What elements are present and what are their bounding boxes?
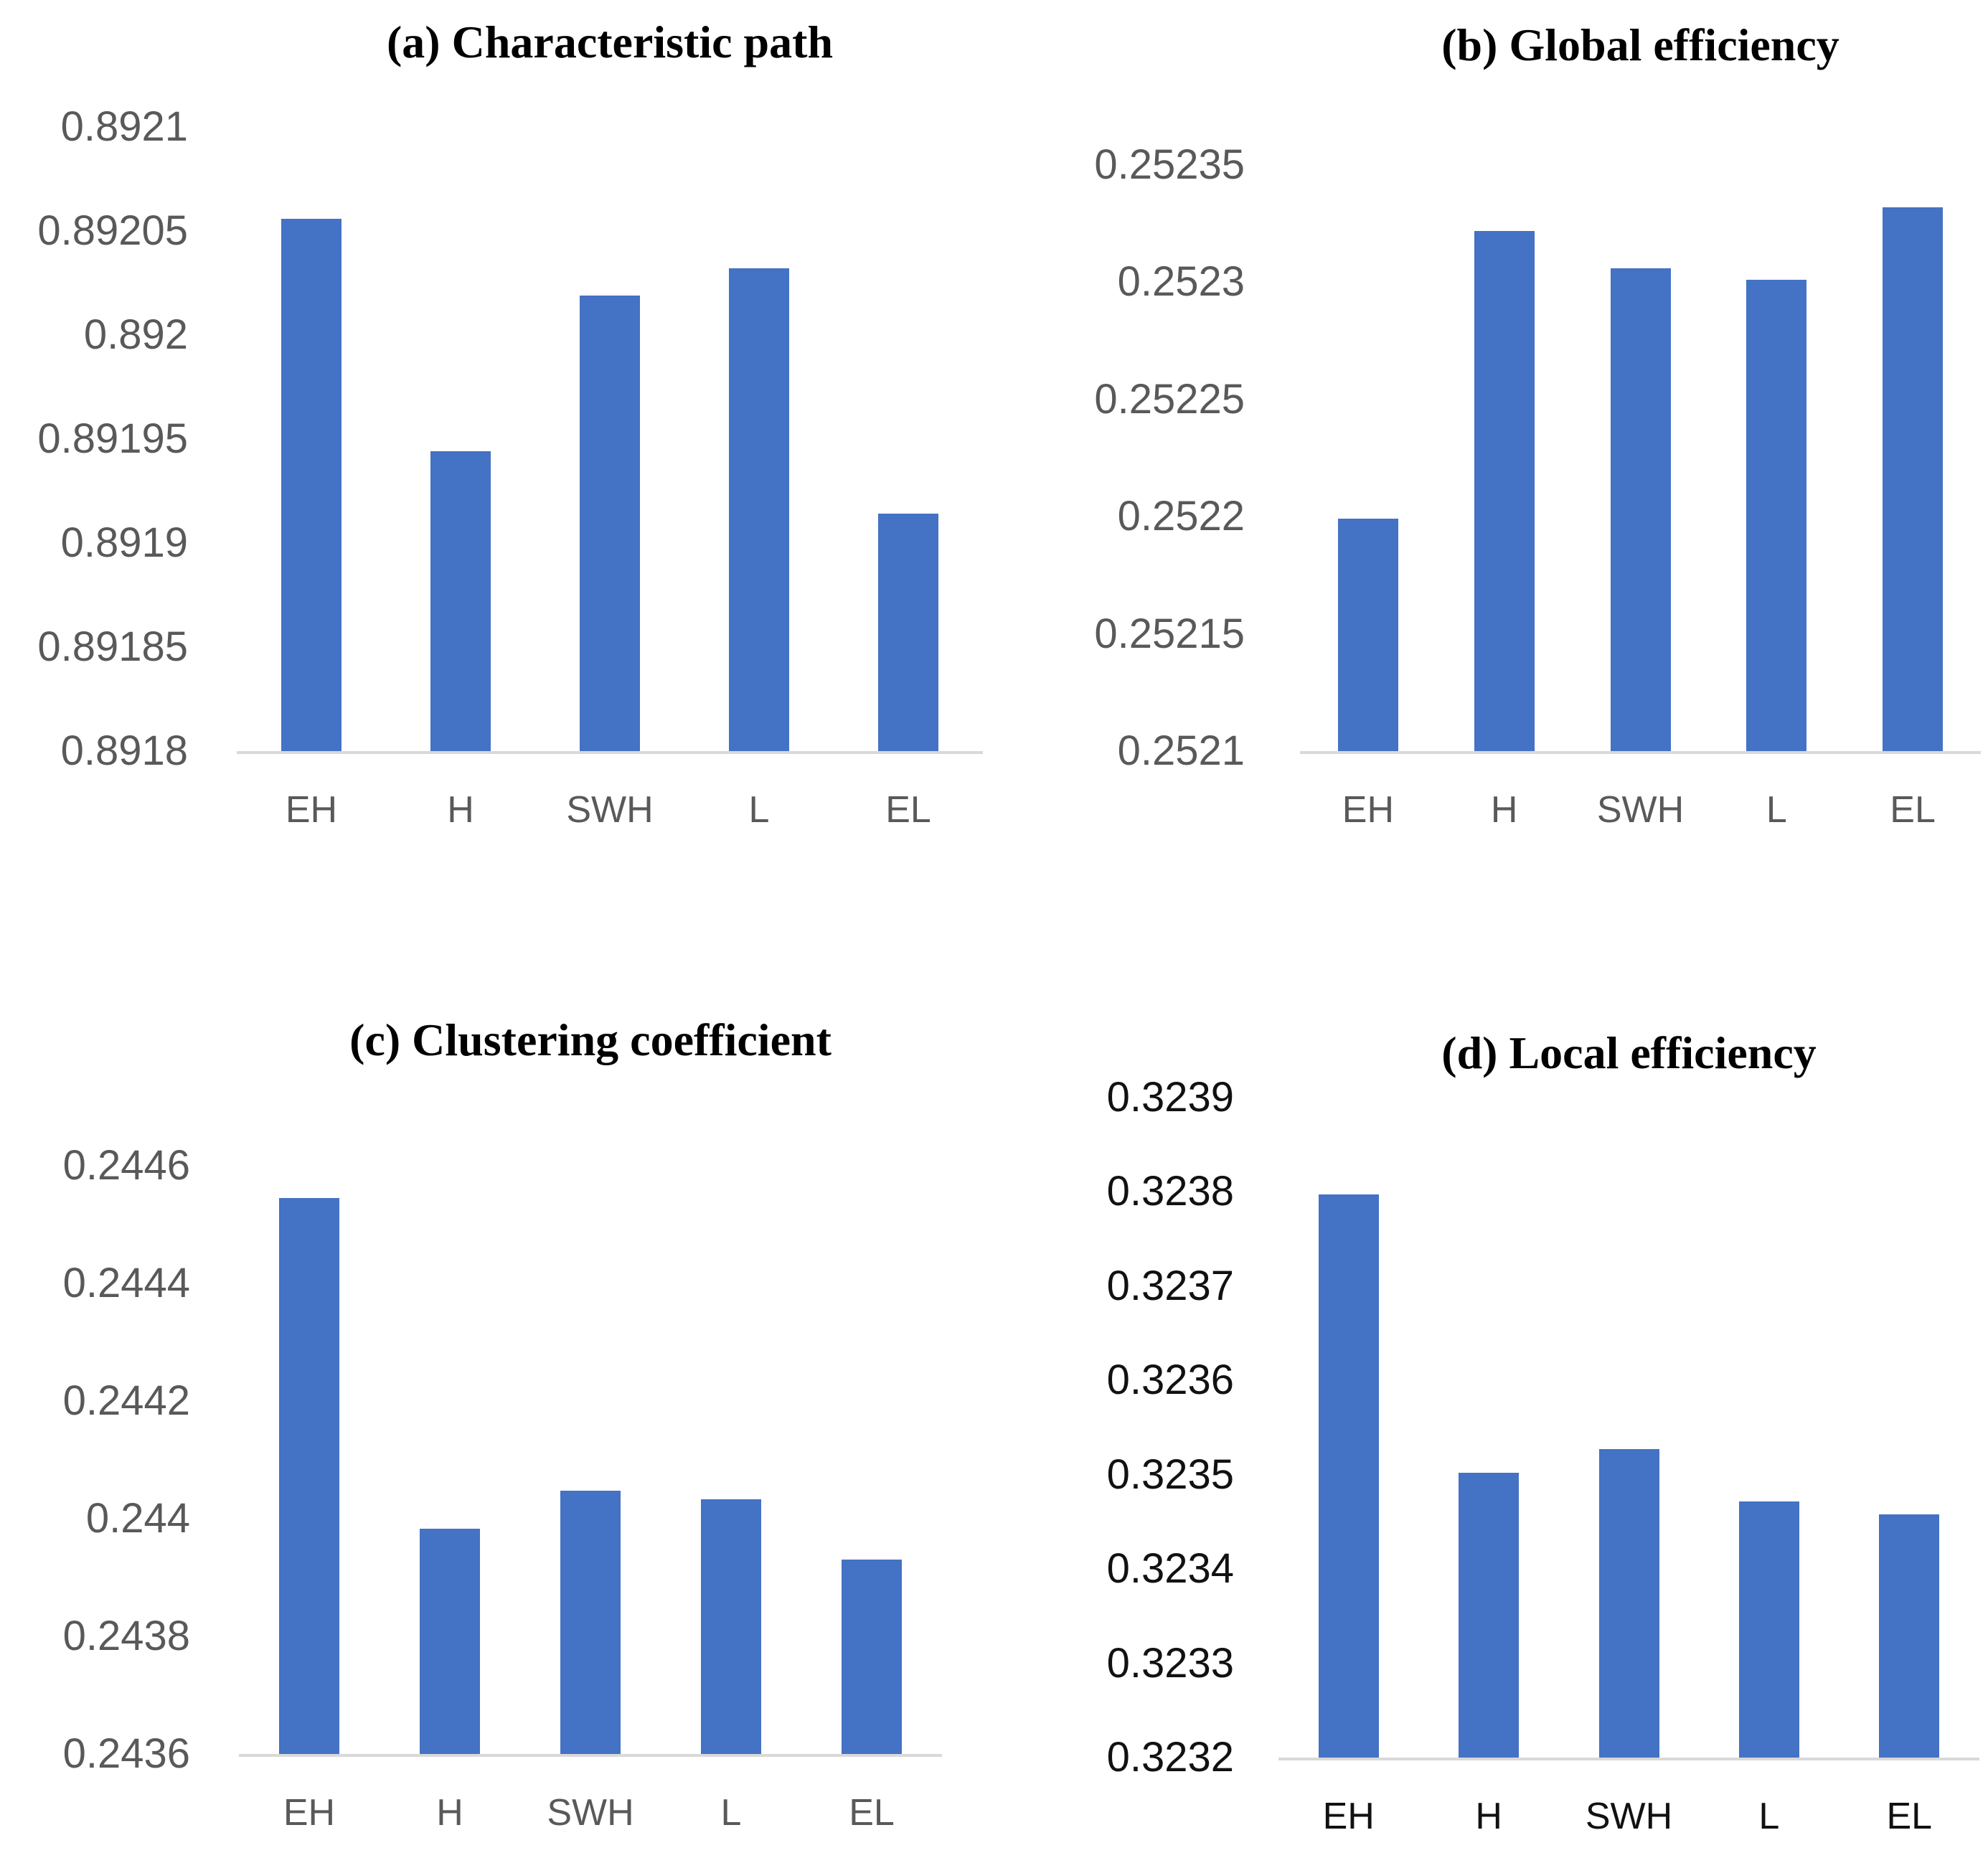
chart-title-d: (d) Local efficiency — [1441, 1027, 1817, 1078]
x-axis-category-labels: EH H SWH L EL — [1278, 1798, 1979, 1858]
y-tick-label: 0.892 — [83, 311, 188, 359]
y-tick-label: 0.3236 — [1106, 1357, 1234, 1404]
x-category-label-EL: EL — [1890, 789, 1936, 831]
y-tick-label: 0.3239 — [1106, 1074, 1234, 1121]
y-tick-label: 0.2444 — [62, 1260, 190, 1306]
bar-EH — [279, 1198, 339, 1754]
bar-EH — [1337, 519, 1398, 751]
y-tick-label: 0.2522 — [1117, 493, 1245, 540]
bar-EL — [842, 1560, 902, 1754]
x-axis-category-labels: EH H SWH L EL — [1300, 791, 1981, 863]
chart-title-c: (c) Clustering coefficient — [349, 1014, 832, 1065]
y-tick-label: 0.2442 — [62, 1377, 190, 1424]
y-tick-label: 0.89185 — [37, 623, 188, 671]
bar-H — [1459, 1473, 1520, 1758]
y-tick-label: 0.244 — [85, 1495, 190, 1542]
bar-L — [729, 268, 789, 751]
x-category-label-EH: EH — [283, 1792, 336, 1834]
plot-area — [1278, 1098, 1979, 1760]
y-tick-label: 0.25235 — [1094, 141, 1245, 188]
x-axis-category-labels: EH H SWH L EL — [239, 1794, 942, 1858]
x-category-label-L: L — [1766, 789, 1787, 831]
bar-SWH — [1598, 1449, 1659, 1758]
x-category-label-L: L — [1758, 1796, 1780, 1837]
chart-title-b: (b) Global efficiency — [1441, 19, 1839, 70]
bar-H — [1474, 230, 1535, 751]
plot-area — [1300, 165, 1981, 754]
bar-L — [701, 1499, 761, 1754]
bar-L — [1738, 1501, 1799, 1758]
plot-area — [237, 127, 983, 754]
bar-H — [420, 1528, 480, 1754]
x-category-label-H: H — [447, 789, 474, 831]
x-category-label-SWH: SWH — [1596, 789, 1685, 831]
x-category-label-EL: EL — [885, 789, 931, 831]
y-tick-label: 0.2521 — [1117, 727, 1245, 774]
bar-EH — [1318, 1194, 1379, 1758]
bar-EL — [1879, 1514, 1940, 1758]
x-category-label-L: L — [720, 1792, 742, 1834]
x-category-label-EL: EL — [849, 1792, 895, 1834]
y-tick-label: 0.89205 — [37, 207, 188, 254]
x-category-label-SWH: SWH — [547, 1792, 634, 1834]
y-tick-label: 0.8921 — [60, 103, 188, 150]
x-category-label-EH: EH — [285, 789, 338, 831]
y-tick-label: 0.8918 — [60, 727, 188, 774]
bar-EH — [281, 218, 341, 751]
y-tick-label: 0.3232 — [1106, 1734, 1234, 1781]
y-tick-label: 0.3233 — [1106, 1639, 1234, 1687]
x-category-label-H: H — [1490, 789, 1518, 831]
y-axis-tick-labels: 0.3232 0.3233 0.3234 0.3235 0.3236 0.3237 0.32… — [994, 1077, 1234, 1778]
y-tick-label: 0.2436 — [62, 1730, 190, 1777]
x-category-label-H: H — [436, 1792, 463, 1834]
bar-H — [430, 451, 491, 751]
chart-title-a: (a) Characteristic path — [386, 16, 834, 67]
bar-L — [1746, 280, 1807, 751]
x-category-label-H: H — [1475, 1796, 1502, 1837]
y-tick-label: 0.2523 — [1117, 258, 1245, 306]
y-axis-tick-labels: 0.2436 0.2438 0.244 0.2442 0.2444 0.2446 — [0, 1145, 190, 1775]
chart-global-efficiency: (b) Global efficiency 0.2521 0.25215 0.252… — [994, 0, 1988, 929]
chart-local-efficiency: (d) Local efficiency 0.3232 0.3233 0.3234 0… — [994, 929, 1988, 1858]
y-tick-label: 0.3234 — [1106, 1545, 1234, 1593]
y-tick-label: 0.8919 — [60, 519, 188, 567]
chart-clustering-coefficient: (c) Clustering coefficient 0.2436 0.2438 0… — [0, 929, 994, 1858]
bar-SWH — [560, 1490, 621, 1754]
bar-EL — [1883, 207, 1944, 751]
x-category-label-EH: EH — [1342, 789, 1395, 831]
y-tick-label: 0.3237 — [1106, 1262, 1234, 1309]
y-tick-label: 0.3235 — [1106, 1451, 1234, 1498]
y-tick-label: 0.25215 — [1094, 610, 1245, 657]
y-tick-label: 0.3238 — [1106, 1168, 1234, 1215]
y-tick-label: 0.25225 — [1094, 375, 1245, 423]
x-category-label-SWH: SWH — [566, 789, 654, 831]
x-category-label-SWH: SWH — [1585, 1796, 1673, 1837]
bar-SWH — [1610, 268, 1671, 751]
y-tick-label: 0.2446 — [62, 1142, 190, 1189]
bar-EL — [878, 514, 938, 751]
chart-characteristic-path: (a) Characteristic path 0.8918 0.89185 0.8… — [0, 0, 994, 929]
y-axis-tick-labels: 0.8918 0.89185 0.8919 0.89195 0.892 0.89205 0.… — [0, 106, 188, 772]
y-tick-label: 0.89195 — [37, 415, 188, 462]
x-category-label-EH: EH — [1322, 1796, 1375, 1837]
y-axis-tick-labels: 0.2521 0.25215 0.2522 0.25225 0.2523 0.25235 — [994, 144, 1245, 772]
plot-area — [239, 1166, 942, 1757]
y-tick-label: 0.2438 — [62, 1613, 190, 1659]
x-category-label-EL: EL — [1886, 1796, 1933, 1837]
x-category-label-L: L — [748, 789, 770, 831]
bar-SWH — [580, 295, 640, 751]
x-axis-category-labels: EH H SWH L EL — [237, 791, 983, 863]
